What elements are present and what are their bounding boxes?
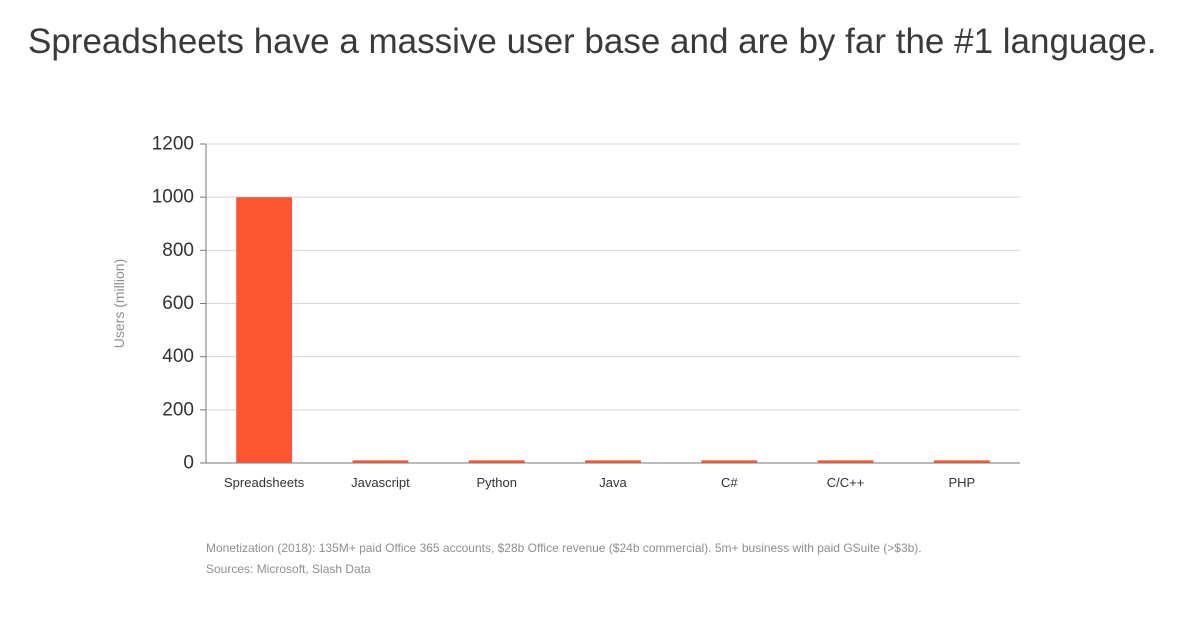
x-tick-label: Javascript: [351, 475, 410, 490]
footnote-monetization: Monetization (2018): 135M+ paid Office 3…: [206, 541, 922, 555]
x-tick-label: PHP: [948, 475, 975, 490]
bar: [468, 460, 525, 463]
x-tick-label: C/C++: [827, 475, 865, 490]
y-tick-label: 800: [162, 240, 194, 261]
grid-layer: [206, 143, 1020, 411]
y-tick-label: 1000: [152, 187, 194, 208]
bar: [933, 460, 990, 463]
y-tick-label: 0: [183, 453, 194, 474]
y-axis-title: Users (million): [111, 259, 127, 348]
y-tick-label: 200: [162, 399, 194, 420]
y-tick-label: 400: [162, 346, 194, 367]
x-tick-label: C#: [721, 475, 738, 490]
bar: [701, 460, 758, 463]
bar: [236, 197, 293, 463]
x-tick-label: Python: [476, 475, 516, 490]
x-tick-label: Spreadsheets: [224, 475, 305, 490]
bar-layer: [236, 197, 990, 463]
y-tick-label: 1200: [152, 134, 194, 155]
bar: [352, 460, 409, 463]
footnote-sources: Sources: Microsoft, Slash Data: [206, 562, 371, 576]
label-layer: 0 200 400 600 800 1000 1200 Spreadsheets Javascr…: [111, 134, 975, 491]
axis-layer: [200, 143, 1020, 464]
y-tick-label: 600: [162, 293, 194, 314]
footnote: Monetization (2018): 135M+ paid Office 3…: [206, 538, 922, 580]
x-tick-label: Java: [599, 475, 627, 490]
bar: [817, 460, 874, 463]
slide-title: Spreadsheets have a massive user base an…: [28, 22, 1157, 61]
bar: [585, 460, 641, 463]
